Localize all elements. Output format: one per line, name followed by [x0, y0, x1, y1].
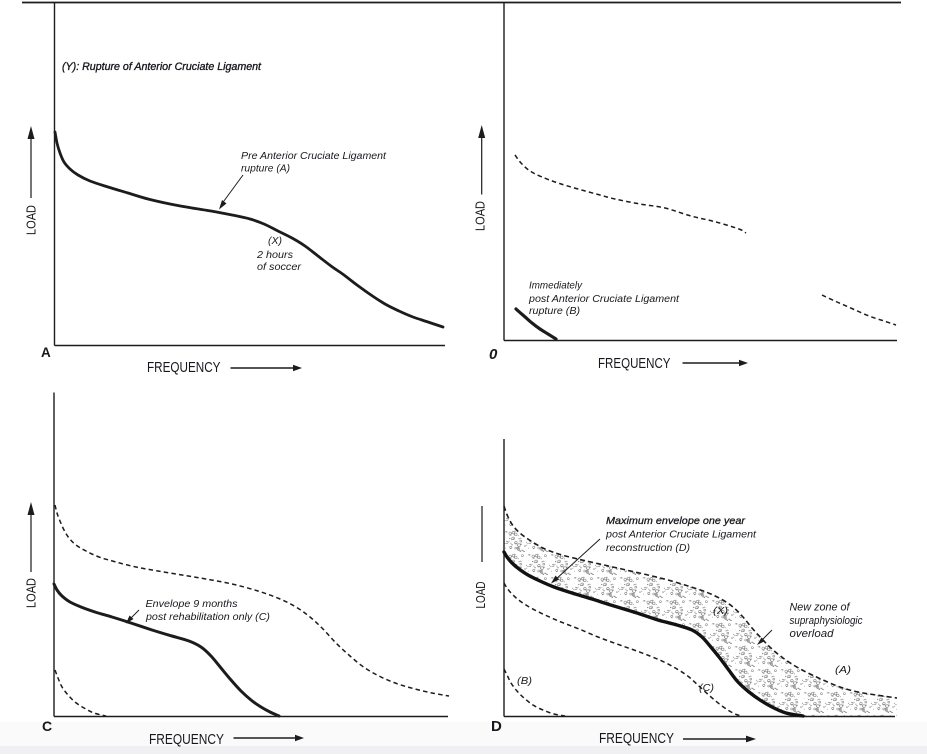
svg-text:A: A	[41, 345, 51, 360]
svg-text:FREQUENCY: FREQUENCY	[598, 355, 671, 372]
svg-text:Pre Anterior Cruciate Ligament: Pre Anterior Cruciate Ligament	[241, 150, 387, 162]
svg-text:reconstruction (D): reconstruction (D)	[606, 542, 690, 554]
svg-text:New zone of: New zone of	[790, 602, 851, 614]
svg-text:rupture (A): rupture (A)	[241, 163, 290, 175]
svg-text:(C): (C)	[699, 682, 714, 694]
svg-text:(X): (X)	[268, 235, 282, 247]
svg-text:post Anterior Cruciate Ligamen: post Anterior Cruciate Ligament	[528, 293, 680, 305]
svg-text:(A): (A)	[835, 664, 851, 676]
svg-text:rupture (B): rupture (B)	[529, 305, 580, 317]
svg-text:(X): (X)	[713, 605, 728, 617]
svg-text:LOAD: LOAD	[25, 578, 39, 608]
svg-text:post rehabilitation only (C): post rehabilitation only (C)	[145, 611, 270, 623]
svg-text:FREQUENCY: FREQUENCY	[599, 730, 674, 747]
svg-text:0: 0	[489, 346, 498, 363]
svg-text:2 hours: 2 hours	[256, 249, 294, 261]
svg-text:supraphysiologic: supraphysiologic	[790, 615, 863, 627]
svg-text:FREQUENCY: FREQUENCY	[149, 731, 224, 748]
svg-text:LOAD: LOAD	[474, 201, 488, 231]
svg-text:LOAD: LOAD	[25, 205, 39, 235]
svg-text:overload: overload	[790, 628, 835, 640]
svg-text:C: C	[42, 718, 52, 734]
svg-text:Maximum envelope one year: Maximum envelope one year	[606, 515, 746, 527]
svg-text:D: D	[491, 718, 502, 735]
svg-text:(B): (B)	[517, 675, 532, 687]
svg-text:Immediately: Immediately	[529, 280, 583, 292]
svg-text:LOAD: LOAD	[474, 582, 488, 609]
svg-text:post Anterior Cruciate Ligamen: post Anterior Cruciate Ligament	[605, 529, 757, 541]
svg-text:(Y): Rupture of Anterior Cruci: (Y): Rupture of Anterior Cruciate Ligame…	[62, 61, 262, 73]
svg-text:FREQUENCY: FREQUENCY	[147, 359, 221, 376]
svg-text:of soccer: of soccer	[257, 261, 302, 273]
svg-text:Envelope 9 months: Envelope 9 months	[146, 598, 239, 610]
